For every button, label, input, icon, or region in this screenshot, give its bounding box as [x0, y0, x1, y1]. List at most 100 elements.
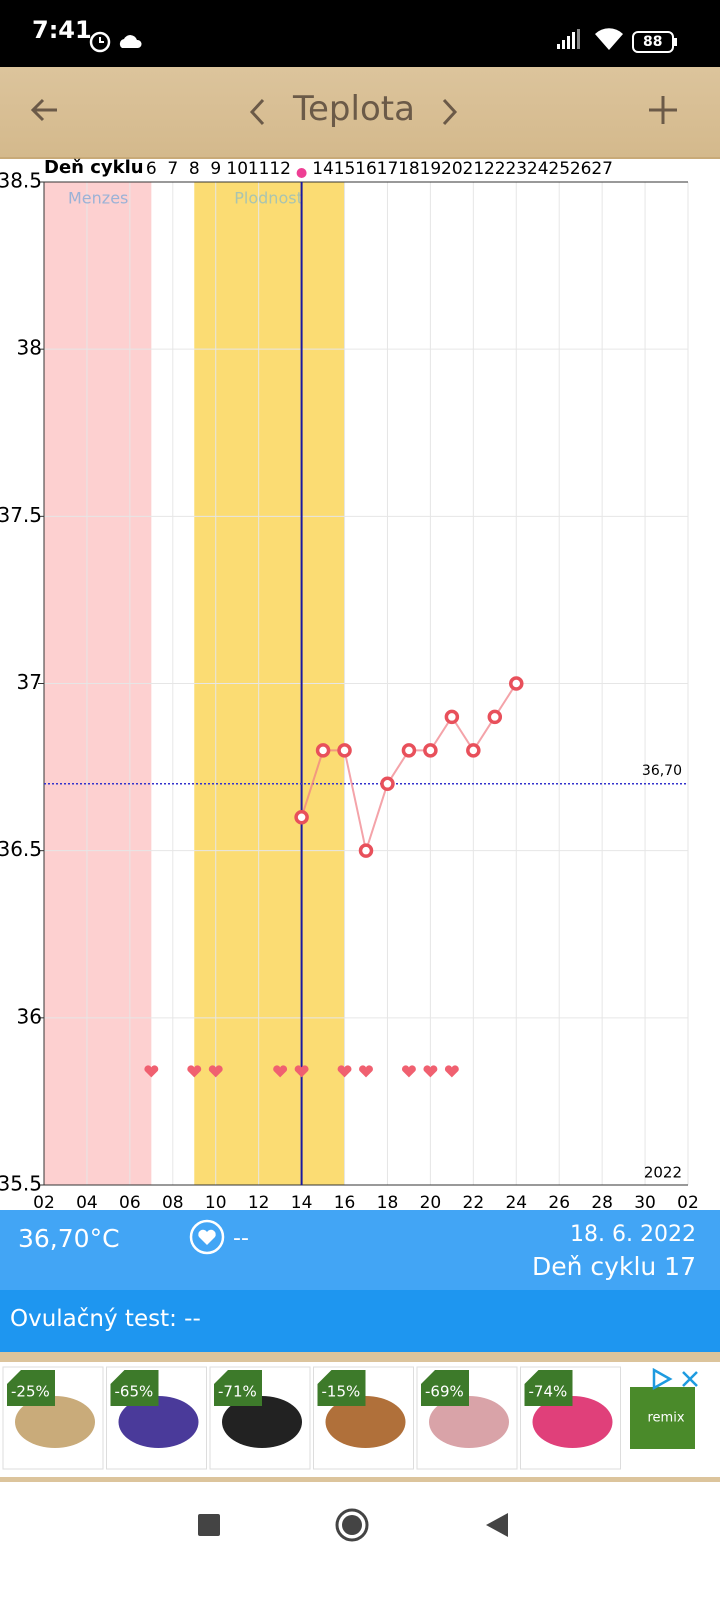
cycle-day-label: 17 [377, 159, 399, 179]
product-image [325, 1396, 406, 1448]
add-button[interactable] [645, 92, 685, 132]
y-tick-label: 37.5 [0, 503, 42, 527]
y-tick-label: 35.5 [0, 1172, 42, 1196]
cycle-day-label: 21 [463, 159, 485, 179]
discount-label: -69% [425, 1383, 464, 1401]
y-tick-label: 38 [17, 336, 42, 360]
x-tick-label: 08 [162, 1193, 184, 1210]
battery: 88 [643, 34, 663, 50]
cycle-day-label: 26 [570, 159, 592, 179]
temperature-point [315, 743, 331, 758]
heart-icon [189, 1219, 225, 1255]
x-tick-label: 10 [205, 1193, 227, 1210]
x-tick-label: 12 [248, 1193, 270, 1210]
temperature-point [337, 743, 352, 758]
ovulation-bar[interactable]: Ovulačný test: -- [0, 1290, 720, 1352]
x-tick-label: 02 [33, 1193, 55, 1210]
x-tick-label: 30 [634, 1193, 656, 1210]
reference-label: 36,70 [642, 763, 682, 779]
test-value: -- [233, 1226, 249, 1251]
discount-label: -15% [322, 1383, 361, 1401]
heart [401, 1065, 416, 1078]
ad-choices[interactable] [652, 1367, 673, 1391]
cycle-day-label: 24 [527, 159, 549, 179]
x-tick-label: 18 [377, 1193, 399, 1210]
discount-label: -25% [11, 1383, 50, 1401]
discount-label: -65% [115, 1383, 154, 1401]
x-tick-label: 24 [505, 1193, 527, 1210]
discount-label: -74% [529, 1383, 568, 1401]
cycle-day-label: 9 [210, 159, 221, 179]
cycle-day-label: 22 [484, 159, 506, 179]
temperature-point [358, 843, 374, 858]
cycle-day-label: 16 [355, 159, 377, 179]
discount-tag [524, 1370, 573, 1406]
brand-label: remix [647, 1411, 684, 1426]
product-image [15, 1396, 95, 1448]
nav-bar [0, 1482, 720, 1600]
temperature-point [380, 776, 395, 792]
x-tick-label: 04 [76, 1193, 98, 1210]
cycle-day-label: 27 [591, 159, 613, 179]
x-tick-label: 26 [548, 1193, 570, 1210]
temperature-point [423, 743, 438, 758]
cycle-day-label: 20 [441, 159, 463, 179]
today-dot [296, 168, 307, 178]
nav-buttons [198, 1508, 508, 1542]
cycle-day-label: 18 [398, 159, 420, 179]
product-image [222, 1396, 302, 1448]
discount-tag [110, 1370, 159, 1406]
temperature-point [401, 743, 417, 758]
heart [423, 1065, 438, 1078]
prev-button[interactable] [245, 94, 270, 130]
discount-tag [421, 1370, 469, 1406]
band-label: Plodnosť [234, 189, 303, 208]
cycle-day-label: 25 [548, 159, 570, 179]
info-panel: 36,70°C -- 18. 6. 2022 Deň cyklu 17 [0, 1210, 720, 1290]
chart: 35.5 36 36.5 37 37.5 38 38.5 02 04 06 08 10 12 14 16 18… [0, 157, 699, 1210]
header-title: Teplota [293, 89, 415, 129]
app-header: Teplota [0, 67, 720, 159]
ad-close[interactable] [682, 1371, 698, 1387]
ovulation-label: Ovulačný test: -- [10, 1306, 201, 1332]
cycle-day-label: 19 [420, 159, 442, 179]
back-nav-button[interactable] [486, 1513, 508, 1537]
temperature-point [444, 709, 460, 725]
discount-tag [317, 1370, 366, 1406]
cycle-day-label: 7 [167, 159, 178, 179]
heart [144, 1065, 159, 1078]
heart [294, 1065, 309, 1078]
ad-banner[interactable]: -25% -65% -71% -15% -69% -74% remix [0, 1362, 720, 1477]
temperature-point [509, 676, 524, 691]
back-button[interactable] [25, 92, 65, 132]
time: 7:41 [32, 16, 92, 44]
cycle-day-label: 23 [505, 159, 527, 179]
y-tick-label: 37 [17, 670, 42, 694]
y-tick-label: 38.5 [0, 169, 42, 193]
next-button[interactable] [437, 94, 462, 130]
brand-logo [630, 1387, 695, 1449]
cycle-day-label: 10 [226, 159, 248, 179]
ad-content: -25% -65% -71% -15% -69% -74% remix [2, 1366, 698, 1470]
temperature-point [487, 709, 503, 725]
recents-button[interactable] [198, 1514, 220, 1536]
heart [337, 1065, 352, 1078]
cycle-day-label: 12 [269, 159, 291, 179]
y-tick-label: 36 [17, 1004, 42, 1028]
temperature: 36,70°C [18, 1224, 120, 1253]
heart [187, 1065, 202, 1078]
x-tick-label: 16 [334, 1193, 356, 1210]
temperature-point [294, 809, 309, 825]
cycle-day-label: 14 [312, 159, 334, 179]
status-bar: 7:41 88 [0, 0, 720, 67]
x-tick-label: 22 [463, 1193, 485, 1210]
cycle-day: Deň cyklu 17 [532, 1252, 696, 1281]
product-image [429, 1396, 509, 1448]
x-tick-label: 14 [291, 1193, 313, 1210]
cycle-day-label: 15 [334, 159, 356, 179]
x-tick-label: 28 [591, 1193, 613, 1210]
y-tick-label: 36.5 [0, 837, 42, 861]
x-tick-label: 06 [119, 1193, 141, 1210]
heart [273, 1065, 288, 1078]
home-button[interactable] [335, 1508, 369, 1542]
